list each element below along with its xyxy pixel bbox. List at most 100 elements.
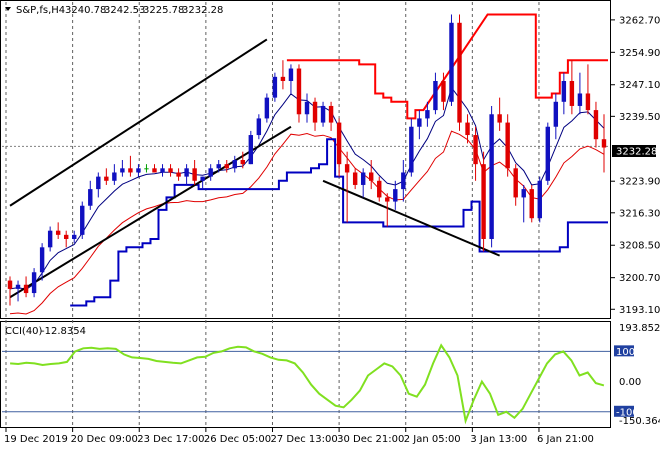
candle-body [529,189,534,219]
cci-header: CCI(40) -12.8354 [5,326,86,337]
cci-tick-label: 193.8528 [619,323,660,334]
candle-body [553,101,559,127]
candle-body [23,284,29,294]
time-tick-label: 3 Jan 13:00 [470,434,527,445]
price-tick-label: 3254.90 [619,48,660,59]
candle-body [240,160,245,165]
candlestick-series [7,14,607,306]
price-tick-label: 3262.70 [619,15,660,26]
candle-body [304,101,310,115]
cci-line [10,343,605,425]
candle-body [601,139,607,148]
candle-body [369,172,374,181]
candle-body [144,168,149,170]
ohlc-close: 3232.28 [182,5,223,16]
candle-body [521,189,526,198]
candle-body [88,189,93,206]
candle-body [585,93,591,111]
symbol-title: S&P,fs,H4 [16,5,65,16]
candle-body [256,118,262,136]
time-tick-label: 19 Dec 2019 [4,434,68,445]
ohlc-open: 3240.78 [65,5,106,16]
cci-level-label: -100 [616,407,639,418]
candle-body [128,168,133,173]
candle-body [497,114,502,123]
current-price-tag: 3232.28 [612,145,657,158]
candle-body [280,76,286,81]
price-tick-label: 3208.50 [619,241,660,252]
candle-body [344,164,350,173]
candle-body [15,284,21,289]
x-axis-labels: 19 Dec 2019 20 Dec 09:00 23 Dec 17:00 26 De… [4,428,594,445]
candle-body [104,176,109,181]
time-tick-label: 30 Dec 21:00 [337,434,404,445]
candle-body [224,164,229,169]
candle-body [248,135,254,165]
current-price-value: 3232.28 [616,147,657,158]
dropdown-triangle-icon[interactable] [5,7,11,11]
price-tick-label: 3247.10 [619,80,660,91]
price-tick-label: 3200.70 [619,273,660,284]
cci-level-label: 100 [616,347,635,358]
candle-body [352,172,358,185]
lower-channel-trendline [9,125,292,299]
candle-body [120,168,125,173]
candle-body [489,114,494,239]
price-panel-frame [0,0,611,319]
candle-body [360,172,366,185]
candle-body [385,197,390,202]
price-tick-label: 3216.30 [619,208,660,219]
cci-value: -12.8354 [41,326,86,337]
price-tick-label: 3193.10 [619,305,660,316]
candle-body [31,272,37,294]
candle-body [208,168,213,177]
candle-body [465,122,470,136]
candle-body [449,22,454,102]
candle-body [184,168,189,177]
chart-header: S&P,fs,H4 3240.78 3242.53 3225.78 3232.2… [5,5,223,16]
candle-body [168,168,173,173]
time-tick-label: 27 Dec 13:00 [270,434,337,445]
time-tick-label: 20 Dec 09:00 [71,434,138,445]
support-step-line [70,138,608,307]
candle-body [55,230,61,235]
candle-body [409,126,414,173]
candle-body [545,126,551,181]
candle-body [136,168,141,173]
cci-level-tag [614,405,634,417]
candle-body [39,247,45,273]
cci-series [10,343,605,425]
slow-ma-line [9,130,605,315]
descending-trendline [322,179,501,257]
candle-body [63,234,69,239]
price-tick-label: 3223.90 [619,177,660,188]
upper-channel-trendline [9,38,268,207]
time-tick-label: 23 Dec 17:00 [137,434,204,445]
candle-body [441,81,446,102]
price-tick-label: 3239.50 [619,112,660,123]
candle-body [457,22,462,123]
candle-body [264,97,270,119]
candle-body [336,122,342,165]
candle-body [417,118,422,127]
candle-body [160,168,165,173]
time-tick-label: 2 Jan 05:00 [404,434,461,445]
cci-tick-label: -150.3641 [619,416,660,427]
candle-body [328,105,334,123]
cci-level-tag [614,345,634,357]
candle-body [112,172,117,181]
candle-body [312,101,318,123]
candle-body [593,110,599,140]
candle-body [216,164,221,169]
candle-body [192,168,197,181]
resistance-step-line [286,13,608,120]
candle-body [80,205,85,235]
candle-body [288,68,294,81]
candle-body [7,280,13,289]
y-axis-labels: 3262.70 3254.90 3247.10 3239.50 3223.90 3216.… [611,15,660,427]
candle-body [569,81,575,106]
cci-name: CCI(40) [5,326,43,337]
candle-body [401,172,406,190]
candle-body [200,176,205,181]
